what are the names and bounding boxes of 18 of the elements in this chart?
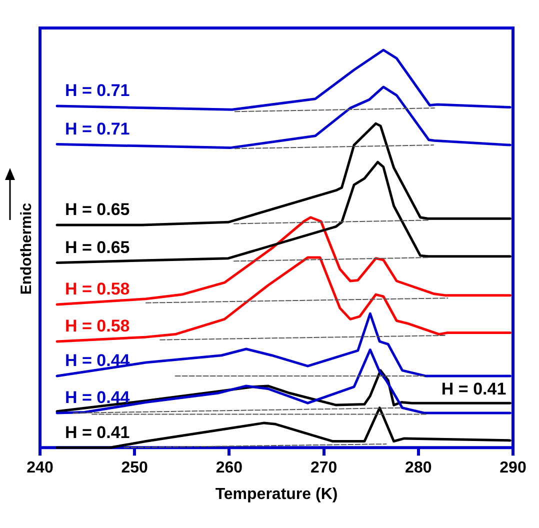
series-label: H = 0.44 — [65, 388, 130, 408]
x-tick-label: 250 — [121, 460, 148, 477]
x-tick-label: 240 — [26, 460, 54, 477]
series-label: H = 0.65 — [65, 238, 130, 257]
series-label: H = 0.41 — [441, 379, 506, 398]
series-label: H = 0.58 — [65, 280, 130, 299]
x-tick-label: 280 — [405, 460, 432, 477]
x-tick-label: 260 — [216, 460, 243, 477]
series-label: H = 0.41 — [65, 422, 130, 442]
y-axis-title: Endothermic — [18, 202, 36, 295]
x-axis-title: Temperature (K) — [215, 486, 338, 503]
x-tick-label: 290 — [500, 460, 526, 477]
series-label: H = 0.65 — [65, 200, 130, 220]
series-label: H = 0.58 — [65, 316, 130, 336]
x-tick-label: 270 — [310, 460, 338, 477]
series-label: H = 0.71 — [65, 119, 130, 138]
series-label: H = 0.44 — [65, 351, 130, 370]
series-label: H = 0.71 — [65, 81, 130, 100]
